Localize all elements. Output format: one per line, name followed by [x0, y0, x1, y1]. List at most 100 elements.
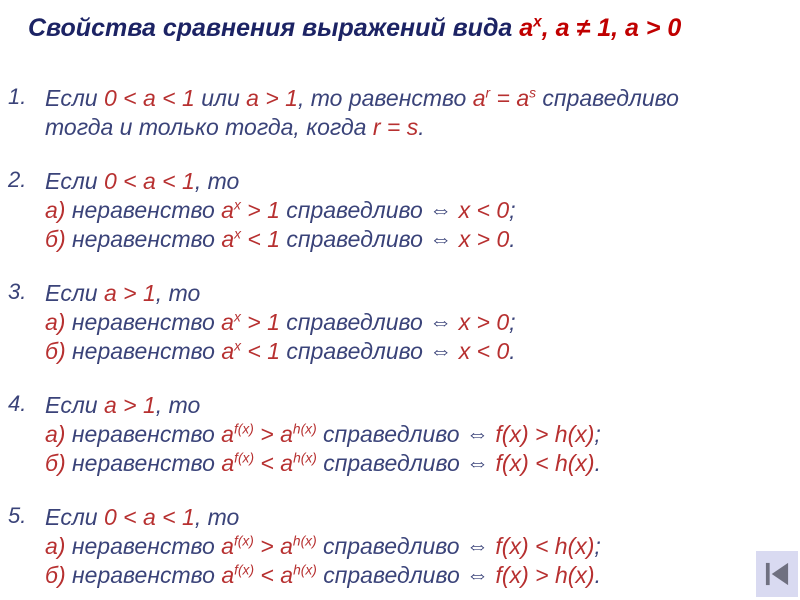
superscript: h(x)	[292, 421, 317, 437]
item-line: а) неравенство ax > 1 справедливо ⇔ x > …	[45, 308, 796, 337]
superscript: f(x)	[233, 533, 254, 549]
back-to-start-button[interactable]	[756, 551, 798, 597]
text-segment: а)	[45, 533, 72, 559]
item-lines: Если 0 < a < 1, то а) неравенство ax > 1 …	[45, 167, 796, 254]
text-segment: x < 0	[458, 338, 510, 364]
text-segment: б)	[45, 450, 72, 476]
text-segment: a	[221, 533, 234, 559]
text-segment: .	[418, 114, 425, 140]
item-lines: Если 0 < a < 1, то а) неравенство af(x) >…	[45, 503, 796, 590]
slide-title: Свойства сравнения выражений вида ax, a …	[28, 14, 681, 43]
text-segment: тогда и только тогда, когда	[45, 114, 373, 140]
list-item: 5. Если 0 < a < 1, то а) неравенство af(x)…	[8, 503, 796, 590]
text-segment: .	[509, 338, 516, 364]
text-segment: 0 < a < 1	[104, 168, 195, 194]
item-line: а) неравенство ax > 1 справедливо ⇔ x < …	[45, 196, 796, 225]
text-segment: справедливо ⇔	[316, 562, 496, 588]
text-segment: неравенство	[72, 562, 222, 588]
text-segment: а)	[45, 309, 72, 335]
text-segment: 0 < a < 1	[104, 85, 195, 111]
text-segment: x < 0	[458, 197, 510, 223]
text-segment: a	[472, 85, 486, 111]
item-line: тогда и только тогда, когда r = s.	[45, 113, 796, 142]
text-segment: неравенство	[72, 450, 222, 476]
item-lines: Если a > 1, то а) неравенство ax > 1 спра…	[45, 279, 796, 366]
superscript: x	[533, 13, 542, 31]
text-segment: a	[221, 309, 234, 335]
text-segment: > 1	[240, 309, 280, 335]
text-segment: справедливо ⇔	[280, 338, 459, 364]
text-segment: r = s	[372, 114, 419, 140]
item-number: 1.	[8, 84, 27, 109]
item-line: Если 0 < a < 1, то	[45, 503, 796, 532]
item-number: 4.	[8, 391, 27, 416]
superscript: f(x)	[234, 562, 255, 578]
item-line: Если a > 1, то	[45, 279, 796, 308]
item-lines: Если 0 < a < 1 или a > 1, то равенство a…	[45, 84, 796, 142]
item-number: 3.	[8, 279, 27, 304]
item-line: б) неравенство af(x) < ah(x) справедливо…	[45, 449, 796, 478]
skip-to-start-icon	[763, 558, 791, 590]
text-segment: неравенство	[71, 533, 222, 559]
text-segment: , то	[194, 168, 240, 194]
text-segment: Если	[45, 85, 104, 111]
text-segment: б)	[45, 562, 72, 588]
superscript: h(x)	[293, 562, 317, 578]
superscript: r	[485, 85, 491, 101]
list-item: 4. Если a > 1, то а) неравенство af(x) > a…	[8, 391, 796, 478]
text-segment: или	[194, 85, 247, 111]
text-segment: б)	[45, 226, 72, 252]
text-segment: справедливо ⇔	[316, 450, 496, 476]
text-segment: a	[221, 562, 235, 588]
item-number: 5.	[8, 503, 27, 528]
superscript: h(x)	[292, 533, 317, 549]
text-segment: > a	[253, 533, 293, 559]
superscript: f(x)	[234, 450, 255, 466]
text-segment: ;	[509, 309, 516, 335]
text-segment: справедливо ⇔	[279, 197, 459, 223]
text-segment: неравенство	[71, 421, 222, 447]
text-segment: = a	[490, 85, 530, 111]
text-segment: ;	[509, 197, 516, 223]
text-segment: Если	[45, 392, 104, 418]
item-line: б) неравенство ax < 1 справедливо ⇔ x < …	[45, 337, 796, 366]
text-segment: неравенство	[72, 226, 222, 252]
text-segment: ;	[594, 533, 601, 559]
item-line: а) неравенство af(x) > ah(x) справедливо…	[45, 420, 796, 449]
text-segment: a > 1	[104, 392, 156, 418]
text-segment: неравенство	[71, 309, 222, 335]
text-segment: a > 1	[246, 85, 298, 111]
text-segment: f(x) < h(x)	[495, 533, 595, 559]
text-segment: a	[221, 226, 235, 252]
superscript: x	[233, 309, 241, 325]
text-segment: справедливо ⇔	[316, 533, 496, 559]
superscript: h(x)	[293, 450, 317, 466]
text-segment: неравенство	[72, 338, 222, 364]
text-segment: < 1	[241, 226, 281, 252]
superscript: x	[234, 226, 242, 242]
superscript: x	[234, 338, 242, 354]
text-segment: ;	[594, 421, 601, 447]
text-segment: Если	[45, 504, 104, 530]
text-segment: а)	[45, 421, 72, 447]
text-segment: , a ≠ 1, a > 0	[541, 14, 682, 42]
properties-list: 1. Если 0 < a < 1 или a > 1, то равенство…	[8, 84, 796, 600]
item-line: а) неравенство af(x) > ah(x) справедливо…	[45, 532, 796, 561]
text-segment: справедливо	[536, 85, 679, 111]
text-segment: справедливо ⇔	[279, 309, 459, 335]
item-lines: Если a > 1, то а) неравенство af(x) > ah(…	[45, 391, 796, 478]
text-segment: < a	[254, 562, 294, 588]
text-segment: а)	[45, 197, 72, 223]
list-item: 2. Если 0 < a < 1, то а) неравенство ax > …	[8, 167, 796, 254]
text-segment: , то	[194, 504, 240, 530]
text-segment: .	[509, 226, 516, 252]
item-line: б) неравенство af(x) < ah(x) справедливо…	[45, 561, 796, 590]
text-segment: x > 0	[458, 226, 510, 252]
text-segment: , то	[155, 392, 201, 418]
text-segment: x > 0	[458, 309, 510, 335]
text-segment: < a	[254, 450, 294, 476]
text-segment: f(x) > h(x)	[495, 562, 595, 588]
text-segment: > 1	[240, 197, 280, 223]
text-segment: f(x) < h(x)	[495, 450, 595, 476]
